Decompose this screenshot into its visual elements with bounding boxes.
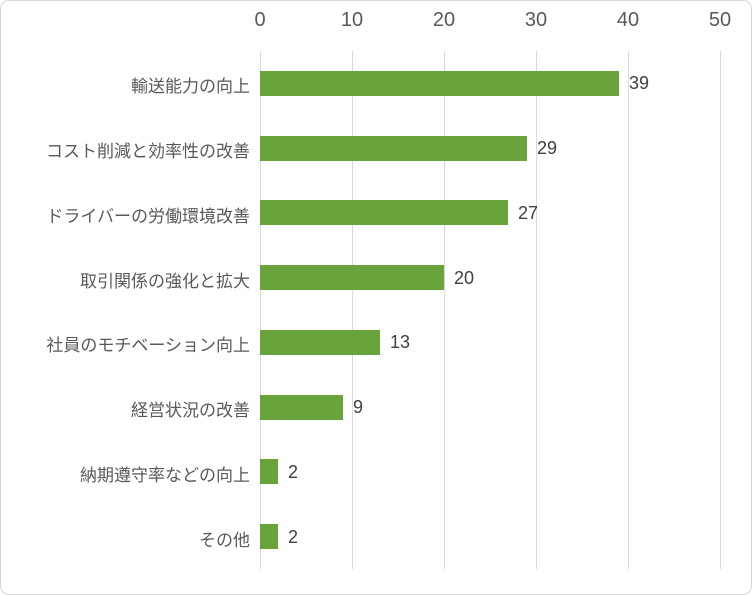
category-label: その他 — [199, 531, 250, 550]
value-label: 9 — [353, 397, 364, 417]
bar — [260, 524, 278, 549]
bar — [260, 265, 444, 290]
category-label: コスト削減と効率性の改善 — [46, 142, 250, 161]
gridline-x-30 — [536, 51, 537, 569]
bar — [260, 395, 343, 420]
x-axis-tick-label: 0 — [254, 9, 266, 31]
gridline-x-20 — [444, 51, 445, 569]
value-label: 27 — [518, 203, 539, 223]
category-label: 取引関係の強化と拡大 — [80, 272, 250, 291]
gridline-x-0 — [260, 51, 261, 569]
value-label: 2 — [288, 462, 299, 482]
bar — [260, 459, 278, 484]
value-label: 39 — [629, 73, 650, 93]
plot-area — [260, 51, 721, 569]
bar — [260, 200, 508, 225]
gridline-x-10 — [352, 51, 353, 569]
category-label: 輸送能力の向上 — [131, 77, 250, 96]
category-label: 社員のモチベーション向上 — [46, 336, 250, 355]
bar — [260, 71, 619, 96]
value-label: 20 — [454, 268, 475, 288]
category-label: ドライバーの労働環境改善 — [46, 207, 250, 226]
value-label: 29 — [537, 138, 558, 158]
category-label: 納期遵守率などの向上 — [80, 466, 250, 485]
x-axis-tick-label: 30 — [524, 9, 548, 31]
x-axis-tick-label: 40 — [616, 9, 640, 31]
bar — [260, 330, 380, 355]
category-label: 経営状況の改善 — [131, 401, 250, 420]
x-axis-tick-label: 10 — [340, 9, 364, 31]
value-label: 13 — [390, 332, 411, 352]
x-axis-tick-label: 20 — [432, 9, 456, 31]
gridline-x-40 — [628, 51, 629, 569]
x-axis-tick-label: 50 — [708, 9, 732, 31]
bar — [260, 136, 527, 161]
gridline-x-50 — [720, 51, 721, 569]
value-label: 2 — [288, 527, 299, 547]
